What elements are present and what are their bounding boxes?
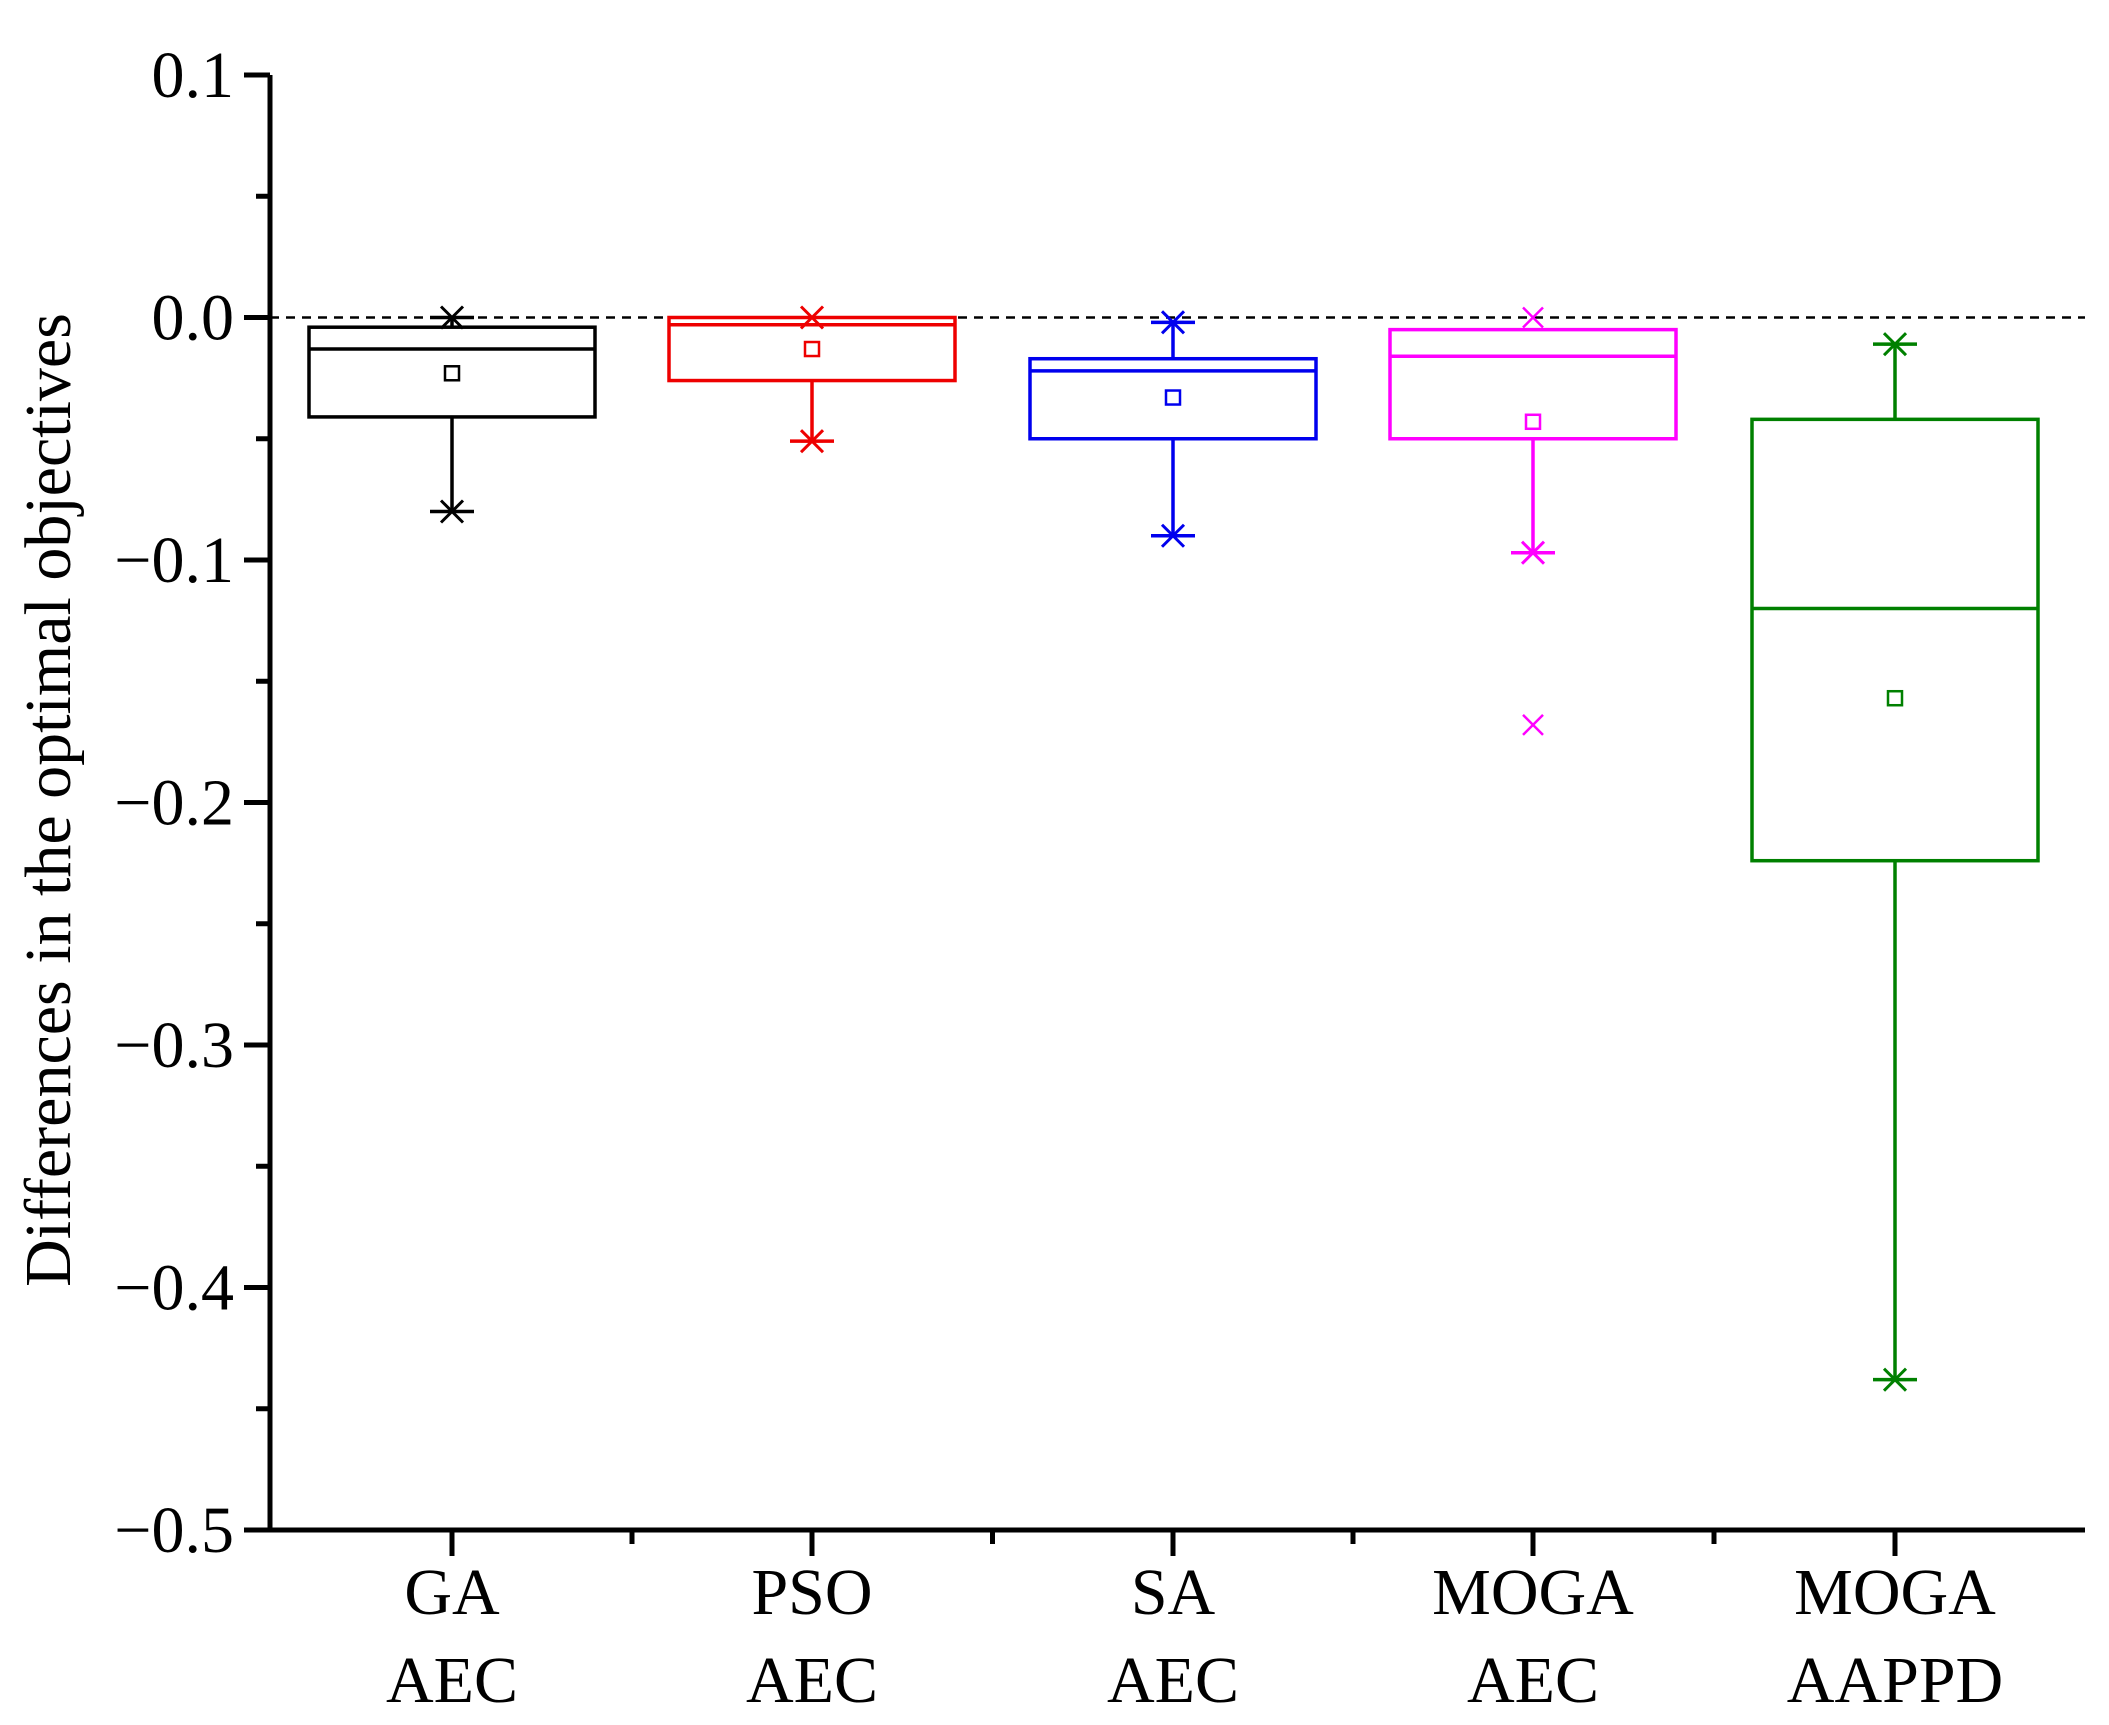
y-tick-label: −0.1: [114, 524, 234, 597]
min-marker: [439, 499, 465, 524]
iqr-box: [1388, 327, 1678, 441]
box-group: [1028, 310, 1318, 548]
max-marker-d2: [799, 305, 825, 330]
outlier-marker: [1522, 306, 1544, 329]
max-marker: [799, 305, 825, 330]
x-tick-label-line1: PSO: [751, 1556, 872, 1629]
box-group: [667, 305, 957, 454]
mean-marker: [803, 340, 821, 358]
max-marker-d2: [1160, 310, 1186, 335]
x-tick-label-line1: SA: [1131, 1556, 1216, 1629]
max-marker: [1882, 332, 1908, 357]
max-marker: [439, 305, 465, 330]
y-tick-label: −0.3: [114, 1009, 234, 1082]
outlier-marker-d2: [1522, 714, 1544, 736]
x-tick-label-line1: GA: [404, 1556, 500, 1629]
max-marker-d2: [1882, 332, 1908, 357]
iqr-box: [1028, 356, 1318, 441]
iqr-box: [1750, 417, 2040, 863]
x-axis-ticks: GA AEC PSO AEC SA AEC MOGA AEC MOGA AAPPD: [386, 1530, 2003, 1717]
y-axis-title: Differences in the optimal objectives: [12, 313, 85, 1287]
x-tick-label-line2: AEC: [1467, 1644, 1599, 1717]
min-marker: [1160, 523, 1186, 548]
x-tick-label-line1: MOGA: [1432, 1556, 1634, 1629]
x-tick-label-line2: AEC: [746, 1644, 878, 1717]
outlier-marker: [1522, 714, 1544, 736]
mean-marker: [1164, 389, 1182, 406]
outlier-marker-d2: [1522, 306, 1544, 329]
min-marker-d2: [1520, 540, 1546, 565]
min-marker-d2: [1160, 523, 1186, 548]
iqr-box: [307, 325, 597, 419]
min-marker-d2: [439, 499, 465, 524]
x-tick-label-line2: AAPPD: [1787, 1644, 2003, 1717]
min-marker: [1882, 1367, 1908, 1392]
x-tick-label-line2: AEC: [386, 1644, 518, 1717]
x-tick-label-line2: AEC: [1107, 1644, 1239, 1717]
box-group: [307, 305, 597, 524]
y-tick-label: 0.0: [152, 282, 235, 355]
y-tick-label: −0.5: [114, 1494, 234, 1567]
mean-marker: [1886, 689, 1904, 707]
box-group: [1750, 332, 2040, 1392]
boxes-group: [307, 305, 2040, 1392]
min-marker: [1520, 540, 1546, 565]
max-marker-d2: [439, 305, 465, 330]
mean-marker: [1524, 413, 1542, 431]
y-tick-label: −0.2: [114, 767, 234, 840]
iqr-box: [667, 315, 957, 383]
box-group: [1388, 306, 1678, 736]
min-marker-d2: [1882, 1367, 1908, 1392]
min-marker: [799, 429, 825, 454]
y-axis-ticks: 0.1 0.0 −0.1 −0.2 −0.3 −0.4 −0.5: [114, 39, 270, 1567]
x-tick-label-line1: MOGA: [1794, 1556, 1996, 1629]
y-tick-label: −0.4: [114, 1252, 234, 1325]
max-marker: [1160, 310, 1186, 335]
min-marker-d2: [799, 429, 825, 454]
y-tick-label: 0.1: [152, 39, 235, 112]
mean-marker: [443, 365, 461, 382]
